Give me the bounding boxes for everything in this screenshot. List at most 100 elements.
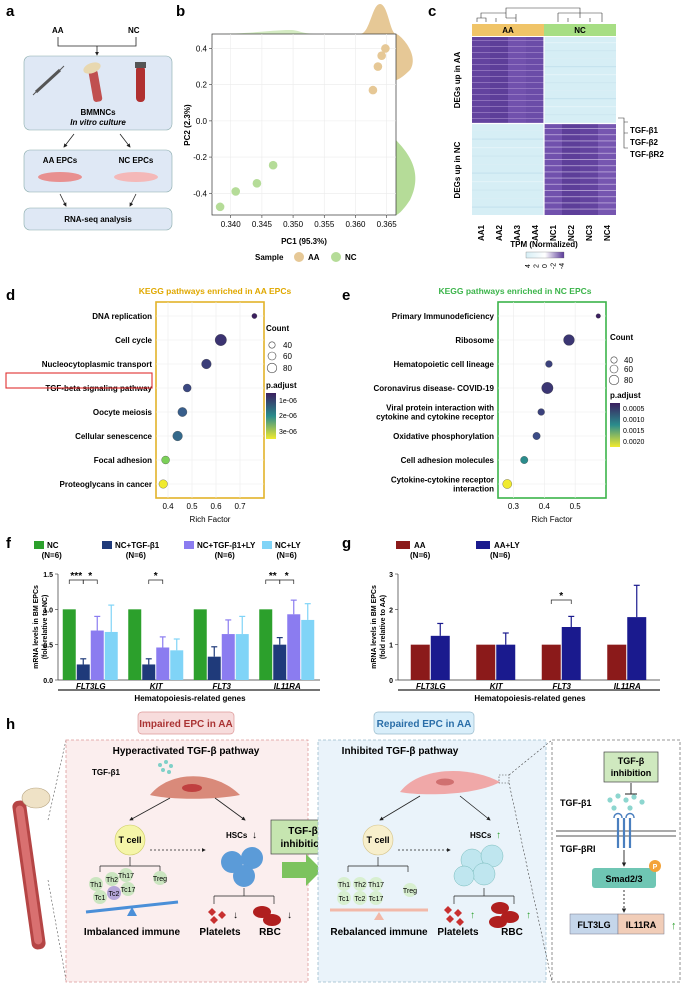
significance-bracket (550, 599, 572, 604)
scale-tick-label: 2 (534, 264, 541, 268)
arrow-aa (63, 133, 75, 148)
panel-a-label: a (6, 3, 15, 20)
heatmap-row-line (544, 42, 616, 44)
heatmap-row-line (544, 208, 616, 210)
heatmap-row-line (544, 66, 616, 68)
pathway-dot (201, 358, 212, 370)
svg-text:80: 80 (624, 376, 633, 385)
aa-epc-cell-icon (38, 172, 82, 182)
heatmap-row-line (544, 196, 616, 198)
heatmap-row-line (544, 134, 616, 136)
count-60: 60 (283, 352, 292, 361)
row-label-up-aa: DEGs up in AA (453, 51, 462, 108)
panel-b: b 0.340 0.345 0.350 0.355 0.360 0.3650.40.20.… (176, 3, 416, 262)
bar-il11ra-1 (273, 644, 287, 680)
heatmap-row-line (544, 190, 616, 191)
t-subsets-left (89, 868, 167, 904)
bar-y-tick-label: 1.5 (43, 572, 53, 579)
heatmap-col-shade (490, 37, 508, 123)
heatmap-row-line (544, 183, 616, 185)
heatmap-aa-up-nc (472, 124, 544, 215)
scale-tick-label: 0 (542, 264, 549, 268)
significance-stars: * (154, 571, 158, 582)
svg-text:60: 60 (624, 365, 633, 374)
tgfb-highlight-box (5, 372, 153, 389)
culture-label: In vitro culture (70, 118, 126, 127)
heatmap-col-shade (598, 124, 616, 215)
pathway-label: Coronavirus disease- COVID-19 (374, 384, 495, 393)
arrow-aa-seq (59, 193, 67, 207)
pca-legend-title: Sample (255, 253, 284, 262)
color-scale-bar (525, 251, 565, 259)
svg-text:Th17: Th17 (368, 882, 384, 889)
kegg-aa-padj-title: p.adjust (266, 381, 297, 390)
g-xtitle: Hematopoiesis-related genes (474, 694, 586, 703)
heatmap-row-line (544, 140, 616, 142)
pathway-label: Hematopoietic cell lineage (394, 360, 495, 369)
pathway-label: Focal adhesion (94, 456, 152, 465)
repaired-title: Repaired EPC in AA (377, 719, 472, 730)
gene-label: FLT3 (552, 682, 571, 691)
kegg-aa-xlabel: Rich Factor (190, 515, 231, 524)
left-hscs-label: HSCs (226, 831, 248, 840)
pca-point-aa (373, 62, 383, 71)
heatmap-row-line (472, 130, 544, 132)
bar-flt3lg-2 (90, 630, 104, 680)
legend-swatch (476, 541, 490, 549)
nc-epcs-label: NC EPCs (119, 156, 154, 165)
pca-point-nc (231, 187, 241, 196)
heatmap-row-line (472, 164, 544, 166)
scale-tick-label: -2 (551, 263, 558, 269)
heatmap-row-line (472, 52, 544, 53)
heatmap-col-label: NC4 (603, 224, 612, 241)
kegg-nc-title: KEGG pathways enriched in NC EPCs (438, 286, 591, 296)
phospho-icon (649, 860, 661, 872)
svg-text:↑: ↑ (496, 830, 501, 841)
heatmap-row-line (472, 76, 544, 77)
gene-label: IL11RA (614, 682, 641, 691)
panel-d-label: d (6, 287, 15, 304)
pathway-label: Oxidative phosphorylation (393, 432, 494, 441)
bmmncs-label: BMMNCs (80, 108, 116, 117)
pathway-dot (537, 408, 545, 416)
legend-n: (N=6) (42, 551, 63, 560)
t-cell-icon (114, 824, 146, 856)
dot-x-tick-label: 0.4 (162, 502, 174, 511)
gene-label: FLT3LG (416, 682, 446, 691)
bar-y-tick-label: 3 (389, 572, 393, 579)
heatmap-row-line (544, 82, 616, 84)
heatmap-row-line (472, 70, 544, 71)
kegg-aa-plot-area (155, 301, 265, 499)
bar-flt3lg-1 (76, 664, 90, 680)
svg-text:0.0020: 0.0020 (623, 439, 645, 446)
pathway-label: Cell adhesion molecules (401, 456, 495, 465)
bar-y-tick-label: 2 (389, 607, 393, 614)
pathway-label: Cytokine-cytokine receptor (391, 476, 494, 485)
heatmap-row-line (544, 152, 616, 154)
inhibition-label-2: inhibition (281, 839, 326, 850)
panel-h: h Impaired EPC in AA Hyperactivated TGF-… (6, 711, 681, 983)
panel-h-label: h (6, 716, 15, 733)
impaired-title-box (137, 711, 235, 735)
svg-text:Tc17: Tc17 (121, 887, 136, 894)
dot-x-tick-label: 0.5 (570, 502, 582, 511)
il11ra-box (617, 913, 665, 935)
g-ylabel-2: (fold relative to AA) (380, 595, 387, 659)
f-ylabel-1: mRNA levels in BM EPCs (33, 585, 40, 669)
repaired-title-box (373, 711, 475, 735)
pca-y-tick-label: -0.2 (193, 153, 207, 162)
pca-legend-nc-dot (331, 252, 341, 262)
pathway-dot (172, 430, 183, 442)
dot-x-tick-label: 0.7 (234, 502, 246, 511)
pca-x-tick-label: 0.340 (221, 220, 242, 229)
pathway-dot (532, 432, 541, 440)
heatmap-row-line (544, 50, 616, 52)
significance-stars: * (559, 591, 563, 602)
heatmap-row-line (472, 172, 544, 174)
pca-y-tick-label: -0.4 (193, 189, 207, 198)
svg-text:1e-06: 1e-06 (279, 398, 297, 405)
significance-stars: * (88, 571, 92, 582)
heatmap-row-line (544, 146, 616, 148)
heatmap-aa-up-aa (472, 37, 544, 123)
kegg-nc-padj-title: p.adjust (610, 391, 641, 400)
